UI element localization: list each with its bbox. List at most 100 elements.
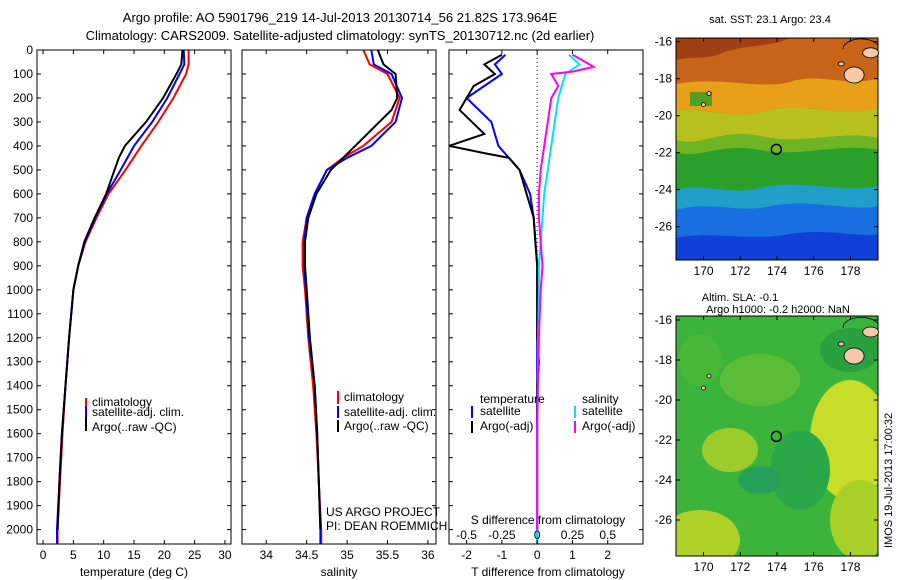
difference-series-temperature-argo-adj <box>449 53 540 530</box>
temperature-xtick-label: 10 <box>97 548 111 562</box>
sla-map-title-line1: Altim. SLA: -0.1 <box>702 292 778 304</box>
island-shape <box>862 326 880 338</box>
project-annotation-line1: US ARGO PROJECT <box>326 505 441 519</box>
difference-xtick-label: 1 <box>569 548 576 562</box>
temperature-series-argo-raw-qc <box>56 50 184 530</box>
temperature-ytick-label: 200 <box>13 91 33 105</box>
figure-title-line1: Argo profile: AO 5901796_219 14-Jul-2013… <box>123 10 558 25</box>
sst-map-ytick-label: -20 <box>655 109 673 123</box>
project-annotation-line2: PI: DEAN ROEMMICH <box>326 519 447 533</box>
temperature-xlabel: temperature (deg C) <box>80 565 188 579</box>
temperature-ytick-label: 1300 <box>6 355 33 369</box>
difference-xtick-label: 0 <box>534 548 541 562</box>
temperature-ytick-label: 300 <box>13 115 33 129</box>
temperature-ytick-label: 1500 <box>6 403 33 417</box>
difference-legend-t-satellite: satellite <box>480 404 521 418</box>
salinity-xtick-label: 36 <box>421 548 435 562</box>
salinity-panel: 34 34.5 35 35.5 36 salinity climatology sate… <box>241 49 447 579</box>
reef-outline <box>842 38 879 50</box>
difference-legend: temperature salinity satellite Argo(-adj… <box>471 392 635 433</box>
sla-map-argo-marker <box>770 430 783 443</box>
sla-map-ytick-label: -24 <box>655 473 673 487</box>
difference-xtick-label: -2 <box>461 548 472 562</box>
temperature-xtick-label: 0 <box>40 548 47 562</box>
salinity-xtick-label: 34 <box>260 548 274 562</box>
sla-map-xtick-label: 174 <box>767 560 787 574</box>
sla-map-title-line2: Argo h1000: -0.2 h2000: NaN <box>706 304 850 316</box>
temperature-ytick-label: 1800 <box>6 475 33 489</box>
salinity-series-argo-raw-qc <box>304 50 399 530</box>
reef-outline <box>842 317 879 329</box>
island-shape <box>701 385 706 391</box>
temperature-xtick-label: 30 <box>218 548 232 562</box>
sla-map-ytick-label: -18 <box>655 353 673 367</box>
island-shape <box>843 347 865 365</box>
sst-map-ytick-label: -16 <box>655 35 673 49</box>
temperature-xtick-label: 25 <box>188 548 202 562</box>
difference-xlabel-top: S difference from climatology <box>471 513 626 527</box>
island-shape <box>837 341 845 347</box>
salinity-xtick-label: 35 <box>340 548 354 562</box>
difference-salinity-tick-label: 0.5 <box>599 528 616 542</box>
difference-legend-s-argo: Argo(-adj) <box>582 419 635 433</box>
temperature-ytick-label: 1200 <box>6 331 33 345</box>
difference-xtick-label: 2 <box>604 548 611 562</box>
sst-map-argo-position <box>770 143 783 156</box>
sst-map-xtick-label: 176 <box>804 264 824 278</box>
salinity-xlabel: salinity <box>321 565 358 579</box>
difference-salinity-tick-label: -0.25 <box>488 528 516 542</box>
temperature-legend-argo: Argo(..raw -QC) <box>92 420 177 434</box>
sst-map-panel: sat. SST: 23.1 Argo: 23.4 170 172 174 176 17… <box>655 14 880 278</box>
temperature-panel: 0 5 10 15 20 25 300100200300400500600700800900… <box>6 43 232 579</box>
difference-xlabel: T difference from climatology <box>471 565 625 579</box>
difference-salinity-tick-label: 0.25 <box>561 528 585 542</box>
salinity-xtick-label: 35.5 <box>376 548 400 562</box>
difference-legend-s-satellite: satellite <box>582 404 623 418</box>
temperature-ytick-label: 1600 <box>6 427 33 441</box>
sla-map-panel: Altim. SLA: -0.1 Argo h1000: -0.2 h2000:… <box>655 292 880 574</box>
sst-map-ytick-label: -22 <box>655 146 673 160</box>
difference-panel: -2 -1 0 1 2 -0.5 -0.25 0 0.25 0.5 S difference fr… <box>448 49 644 579</box>
difference-legend-salinity-title: salinity <box>582 392 619 406</box>
difference-salinity-tick-label: 0 <box>534 528 541 542</box>
temperature-xtick-label: 5 <box>70 548 77 562</box>
island-shape <box>701 102 706 107</box>
island-shape <box>843 66 865 84</box>
temperature-xtick-label: 20 <box>158 548 172 562</box>
sst-map-xtick-label: 170 <box>694 264 714 278</box>
temperature-ytick-label: 2000 <box>6 523 33 537</box>
sst-map-xtick-label: 178 <box>840 264 860 278</box>
temperature-ytick-label: 1000 <box>6 283 33 297</box>
sla-map-xtick-label: 172 <box>730 560 750 574</box>
island-shape <box>837 61 845 67</box>
side-timestamp: IMOS 19-Jul-2013 17:00:32 <box>883 413 895 548</box>
temperature-ytick-label: 1700 <box>6 451 33 465</box>
temperature-ytick-label: 800 <box>13 235 33 249</box>
sla-map-field <box>676 316 878 556</box>
sst-map-ytick-label: -18 <box>655 72 673 86</box>
temperature-ytick-label: 100 <box>13 67 33 81</box>
sla-map-xtick-label: 176 <box>804 560 824 574</box>
salinity-axes-frame <box>241 49 437 545</box>
sst-map-ytick-label: -24 <box>655 183 673 197</box>
salinity-legend: climatology satellite-adj. clim. Argo(..… <box>337 390 436 433</box>
temperature-series-satellite-adj-clim <box>56 50 186 544</box>
temperature-ytick-label: 600 <box>13 187 33 201</box>
difference-series-salinity-argo-adj <box>536 53 597 530</box>
sla-map-islands <box>701 317 880 391</box>
temperature-axes-frame <box>36 49 232 545</box>
sst-map-islands <box>701 38 880 107</box>
temperature-ytick-label: 1900 <box>6 499 33 513</box>
salinity-legend-satellite: satellite-adj. clim. <box>344 405 436 419</box>
sla-map-ytick-label: -22 <box>655 433 673 447</box>
salinity-xtick-label: 34.5 <box>295 548 319 562</box>
island-shape <box>706 91 712 96</box>
sla-map-argo-position <box>770 430 783 443</box>
sst-map-ytick-label: -26 <box>655 220 673 234</box>
salinity-legend-climatology: climatology <box>344 390 404 404</box>
temperature-legend: climatology satellite-adj. clim. Argo(..… <box>85 395 184 434</box>
temperature-ytick-label: 1100 <box>7 307 33 321</box>
sst-map-xtick-label: 174 <box>767 264 787 278</box>
sla-map-ytick-label: -26 <box>655 513 673 527</box>
temperature-ytick-label: 400 <box>13 139 33 153</box>
